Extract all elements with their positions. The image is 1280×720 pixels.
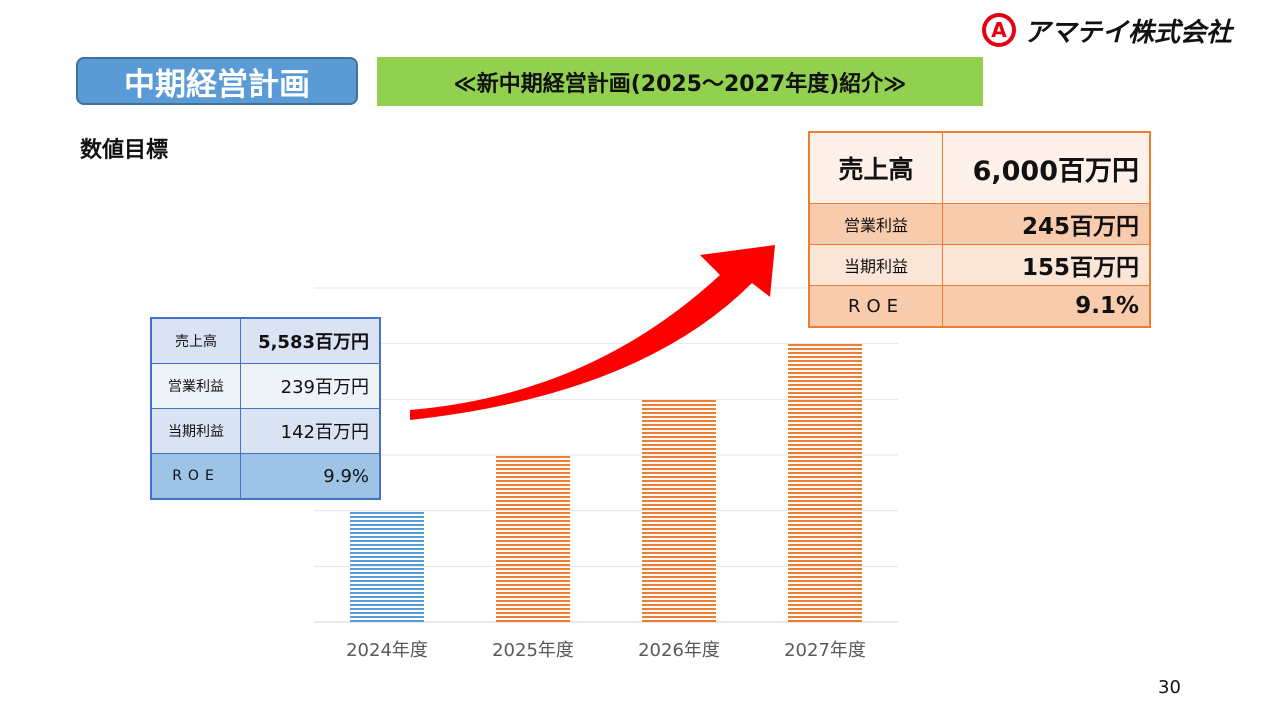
row-label: 当期利益 [150,408,241,454]
category-labels: 2024年度 2025年度 2026年度 2027年度 [346,640,866,661]
section-label: 中期経営計画 [76,57,358,105]
bars [350,343,862,622]
bar-1 [350,510,424,622]
table-row: 営業利益 245百万円 [808,203,1151,245]
table-row: 売上高 6,000百万円 [808,131,1151,204]
current-results-table: 売上高 5,583百万円 営業利益 239百万円 当期利益 142百万円 ROE… [150,317,381,500]
company-name: アマテイ株式会社 [1024,17,1233,48]
table-row: 売上高 5,583百万円 [150,317,381,364]
page-title: ≪新中期経営計画(2025～2027年度)紹介≫ [377,57,983,106]
logo-mark-icon: A [982,13,1016,47]
page-number: 30 [1158,677,1181,698]
row-value: 5,583百万円 [240,317,381,364]
table-row: 営業利益 239百万円 [150,363,381,409]
table-row: 当期利益 142百万円 [150,408,381,454]
row-value: 142百万円 [240,408,381,454]
bar-2 [496,455,570,622]
row-value: 239百万円 [240,363,381,409]
row-label: 売上高 [808,131,943,204]
row-value: 9.1% [942,285,1151,328]
x-tick-label: 2025年度 [492,640,574,661]
row-label: ROE [150,453,241,500]
row-value: 245百万円 [942,203,1151,245]
company-logo: A アマテイ株式会社 [982,10,1232,50]
row-label: 営業利益 [150,363,241,409]
row-value: 6,000百万円 [942,131,1151,204]
row-label: 売上高 [150,317,241,364]
bar-3 [642,399,716,622]
row-label: 営業利益 [808,203,943,245]
target-table: 売上高 6,000百万円 営業利益 245百万円 当期利益 155百万円 ROE… [808,131,1151,328]
table-row: ROE 9.9% [150,453,381,500]
x-tick-label: 2026年度 [638,640,720,661]
x-tick-label: 2027年度 [784,640,866,661]
subheading: 数値目標 [80,138,169,163]
row-label: ROE [808,285,943,328]
row-label: 当期利益 [808,244,943,286]
bar-4 [788,343,862,622]
table-row: 当期利益 155百万円 [808,244,1151,286]
x-tick-label: 2024年度 [346,640,428,661]
row-value: 9.9% [240,453,381,500]
growth-arrow-icon [410,245,775,420]
table-row: ROE 9.1% [808,285,1151,328]
row-value: 155百万円 [942,244,1151,286]
